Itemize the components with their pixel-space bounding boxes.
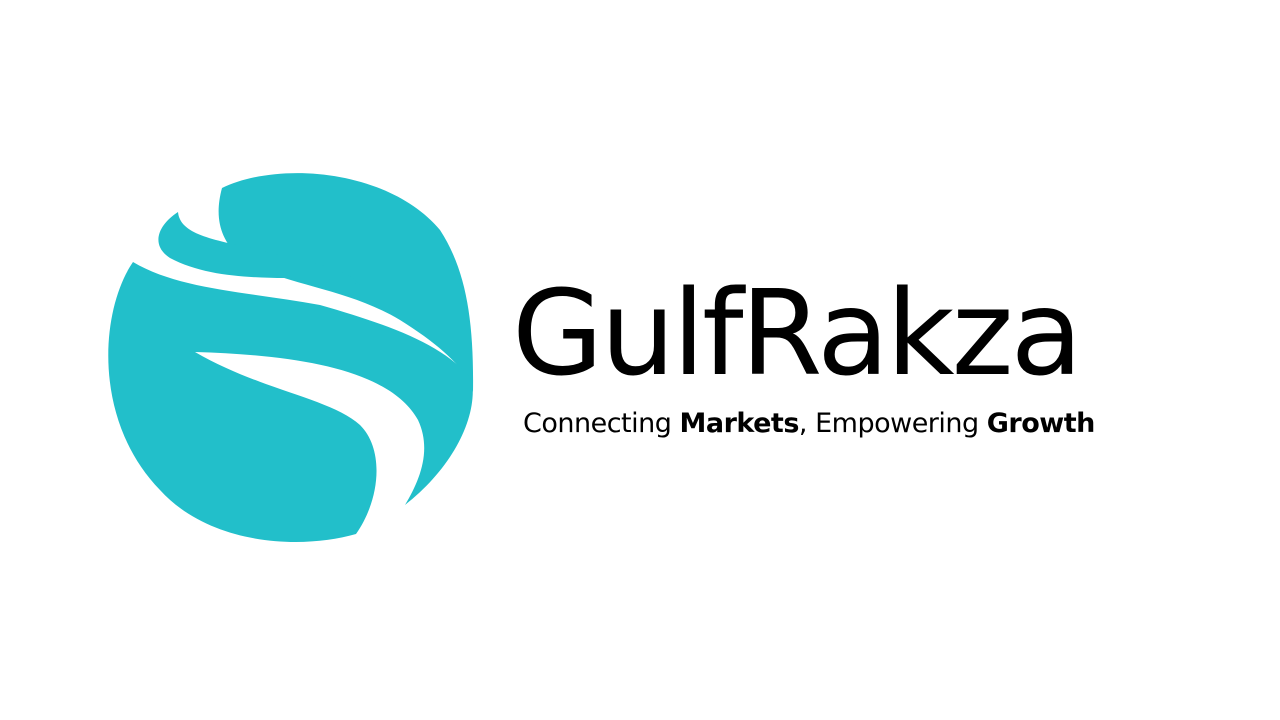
swirl-globe-icon: [108, 173, 474, 542]
tagline-text-2: , Empowering: [798, 408, 987, 439]
tagline: Connecting Markets, Empowering Growth: [523, 404, 1095, 444]
logo-body: [108, 262, 473, 542]
tagline-growth: Growth: [986, 408, 1096, 439]
brand-name: GulfRakza: [512, 264, 1083, 402]
tagline-markets: Markets: [679, 408, 799, 439]
logo-middle-band: [158, 212, 360, 285]
logo-top-band: [218, 173, 474, 392]
tagline-text-1: Connecting: [523, 408, 680, 439]
